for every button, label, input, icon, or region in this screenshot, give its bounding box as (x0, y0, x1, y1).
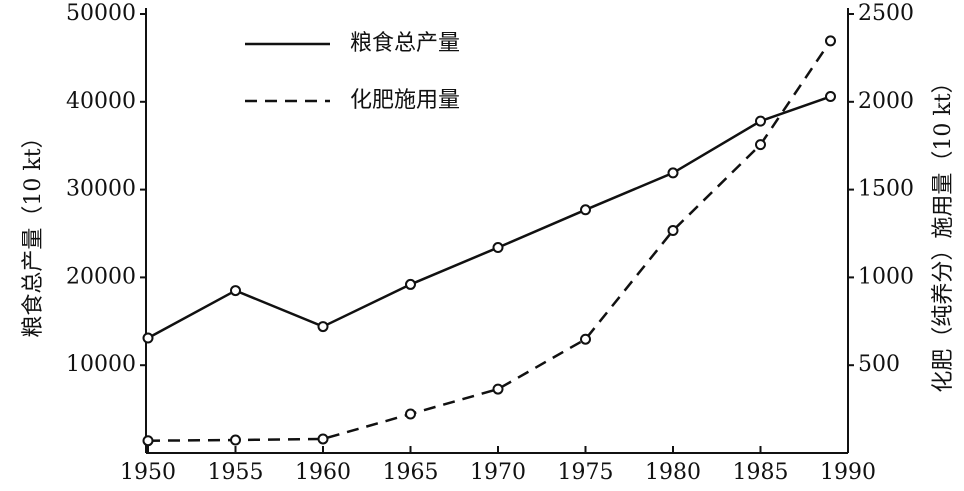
data-point (580, 204, 591, 216)
y2-tick-label: 1000 (858, 264, 914, 289)
y2-tick-label: 2000 (858, 89, 914, 114)
data-point (667, 225, 679, 237)
y-axis-title: 粮食总产量（10 kt） (21, 126, 46, 337)
data-point (825, 35, 836, 47)
y2-axis-title: 化肥（纯养分）施用量（10 kt） (931, 71, 956, 392)
data-point (755, 139, 766, 151)
y-tick-label: 30000 (66, 177, 136, 202)
y-tick-label: 20000 (66, 264, 136, 289)
data-point (492, 242, 504, 254)
x-tick-label: 1985 (733, 460, 789, 485)
y-tick-label: 50000 (66, 1, 136, 26)
data-point (142, 435, 154, 447)
data-point (405, 408, 416, 420)
legend-label: 化肥施用量 (350, 88, 460, 113)
data-point (755, 115, 766, 127)
x-tick-label: 1975 (558, 460, 614, 485)
data-point (317, 433, 329, 445)
x-tick-label: 1965 (383, 460, 439, 485)
x-tick-label: 1990 (820, 460, 876, 485)
data-point (492, 383, 504, 395)
y-tick-label: 40000 (66, 89, 136, 114)
y2-tick-label: 500 (858, 352, 900, 377)
data-point (580, 333, 591, 345)
legend-label: 粮食总产量 (350, 31, 460, 56)
x-tick-label: 1980 (645, 460, 701, 485)
data-point (825, 91, 836, 103)
data-point (317, 321, 329, 333)
data-point (142, 332, 154, 344)
data-point (667, 167, 679, 179)
x-tick-label: 1960 (295, 460, 351, 485)
series-line (147, 95, 831, 340)
y-tick-label: 10000 (66, 352, 136, 377)
x-tick-label: 1955 (208, 460, 264, 485)
y2-tick-label: 1500 (858, 177, 914, 202)
x-tick-label: 1950 (120, 460, 176, 485)
data-point (230, 285, 241, 297)
y2-tick-label: 2500 (858, 1, 914, 26)
data-point (405, 278, 416, 290)
x-tick-label: 1970 (470, 460, 526, 485)
data-point (230, 434, 241, 446)
